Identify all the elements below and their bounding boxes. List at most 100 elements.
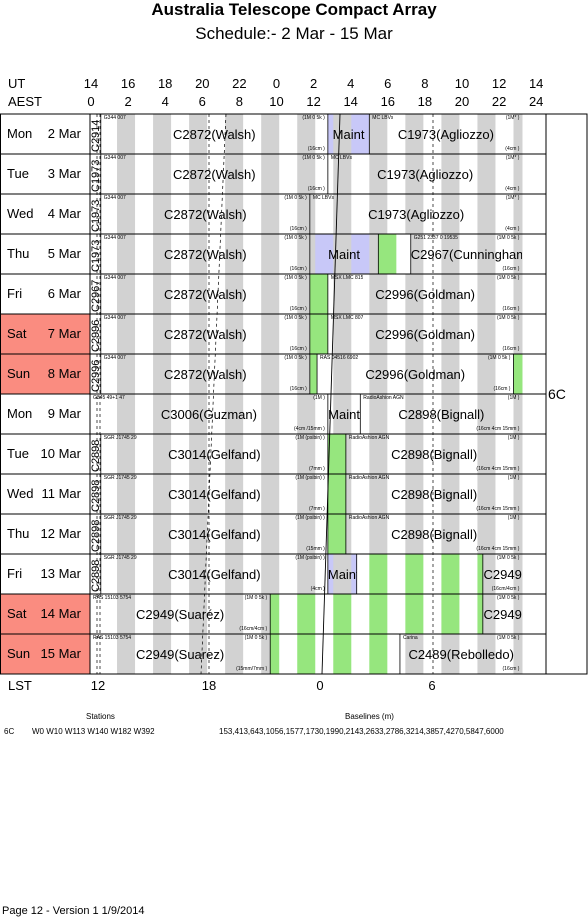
array-config: (1M 0 5k ) [487, 355, 511, 361]
observing-band: (16cm ) [307, 146, 325, 152]
project-label: C2949 [483, 567, 522, 582]
hour-stripe [117, 554, 136, 594]
day-weekday: Sat [7, 606, 27, 621]
day-date: 7 Mar [47, 326, 81, 341]
hour-stripe [513, 234, 523, 274]
hour-stripe [189, 594, 208, 634]
hour-stripe [513, 634, 523, 674]
ut-tick-label: 14 [528, 76, 544, 91]
observing-band: (7mm ) [309, 506, 325, 512]
source-name: RadioAshion AGN [348, 515, 390, 521]
hour-stripe [189, 434, 208, 474]
hour-stripe [441, 274, 460, 314]
fill-block [309, 354, 318, 394]
source-name: RadioAshion AGN [363, 395, 404, 401]
hour-stripe [261, 114, 280, 154]
source-name: G345 49+1 47 [93, 395, 125, 401]
hour-stripe [297, 394, 316, 434]
free-time-block [270, 634, 280, 674]
hour-stripe [405, 474, 424, 514]
source-name: G344 007 [103, 315, 126, 321]
hour-stripe [117, 394, 136, 434]
free-time-block [369, 594, 388, 634]
day-date: 10 Mar [40, 446, 81, 461]
hour-stripe [225, 554, 244, 594]
hour-stripe [441, 234, 460, 274]
array-config: (1M 0 5k ) [284, 195, 307, 201]
hour-stripe [189, 354, 208, 394]
ut-tick-label: 16 [120, 76, 136, 91]
ut-tick-label: 0 [272, 76, 281, 91]
hour-stripe [297, 114, 316, 154]
free-time-block [477, 594, 483, 634]
source-name: G344 007 [103, 115, 126, 121]
project-label: C3014(Gelfand) [168, 487, 261, 502]
hour-stripe [117, 274, 136, 314]
hour-stripe [441, 194, 460, 234]
hour-stripe [513, 434, 523, 474]
array-config: (1M ) [507, 435, 520, 441]
free-time-block [441, 554, 460, 594]
hour-stripe [405, 314, 424, 354]
ut-tick-label: 22 [232, 76, 247, 91]
day-weekday: Sun [7, 646, 31, 661]
hour-stripe [153, 274, 172, 314]
hour-stripe [153, 234, 172, 274]
lst-tick-label: 18 [201, 678, 217, 693]
array-config: (1M* ) [505, 115, 520, 121]
source-name: SGR J1745 29 [103, 555, 137, 561]
hour-stripe [261, 594, 271, 634]
source-name: SGR J1745 29 [103, 435, 137, 441]
aest-tick-label: 22 [491, 94, 507, 109]
ut-tick-label: 8 [421, 76, 429, 91]
observing-band: (4cm ) [505, 146, 520, 152]
source-name: G344 007 [103, 355, 126, 361]
source-name: Carina [402, 635, 418, 641]
source-name: RadioAshion AGN [348, 475, 390, 481]
hour-stripe [261, 274, 280, 314]
aest-tick-label: 12 [306, 94, 321, 109]
fill-block [327, 434, 346, 474]
project-label: C2872(Walsh) [164, 207, 247, 222]
hour-stripe [513, 554, 523, 594]
hour-stripe [297, 514, 316, 554]
hour-stripe [345, 514, 352, 554]
array-config: (1M* ) [505, 195, 520, 201]
array-config: (1M 0 5k ) [302, 155, 325, 161]
weekend-shade [1, 354, 90, 394]
day-date: 11 Mar [41, 486, 82, 501]
day-weekday: Tue [7, 446, 29, 461]
array-config: (1M (psibin) ) [295, 515, 325, 521]
ut-tick-label: 10 [454, 76, 470, 91]
project-label: C3006(Guzman) [160, 407, 257, 422]
hour-stripe [477, 354, 496, 394]
project-label: C2898(Bignall) [391, 487, 478, 502]
source-name: RadioAshion AGN [348, 435, 390, 441]
project-label: C2872(Walsh) [164, 247, 247, 262]
observing-band: (16cm/4cm ) [491, 586, 520, 592]
hour-stripe [410, 234, 424, 274]
hour-stripe [261, 154, 280, 194]
hour-stripe [369, 514, 388, 554]
hour-stripe [369, 234, 379, 274]
stations-title: Stations [86, 712, 115, 721]
aest-tick-label: 18 [417, 94, 433, 109]
hour-stripe [441, 354, 460, 394]
free-time-block [405, 594, 424, 634]
hour-stripe [225, 594, 244, 634]
hour-stripe [117, 234, 136, 274]
hour-stripe [225, 474, 244, 514]
day-date: 5 Mar [47, 246, 81, 261]
lst-tick-label: 0 [316, 678, 324, 693]
hour-stripe [405, 634, 424, 674]
source-name: MC LBVs [330, 155, 352, 161]
project-label: C1973(Agliozzo) [368, 207, 465, 222]
fill-block [309, 274, 328, 314]
hour-stripe [117, 594, 136, 634]
hour-stripe [225, 354, 244, 394]
day-weekday: Mon [7, 126, 33, 141]
hour-stripe [261, 234, 280, 274]
observing-band: (16cm ) [289, 306, 307, 312]
array-config: (1M* ) [505, 155, 520, 161]
day-weekday: Fri [7, 286, 23, 301]
